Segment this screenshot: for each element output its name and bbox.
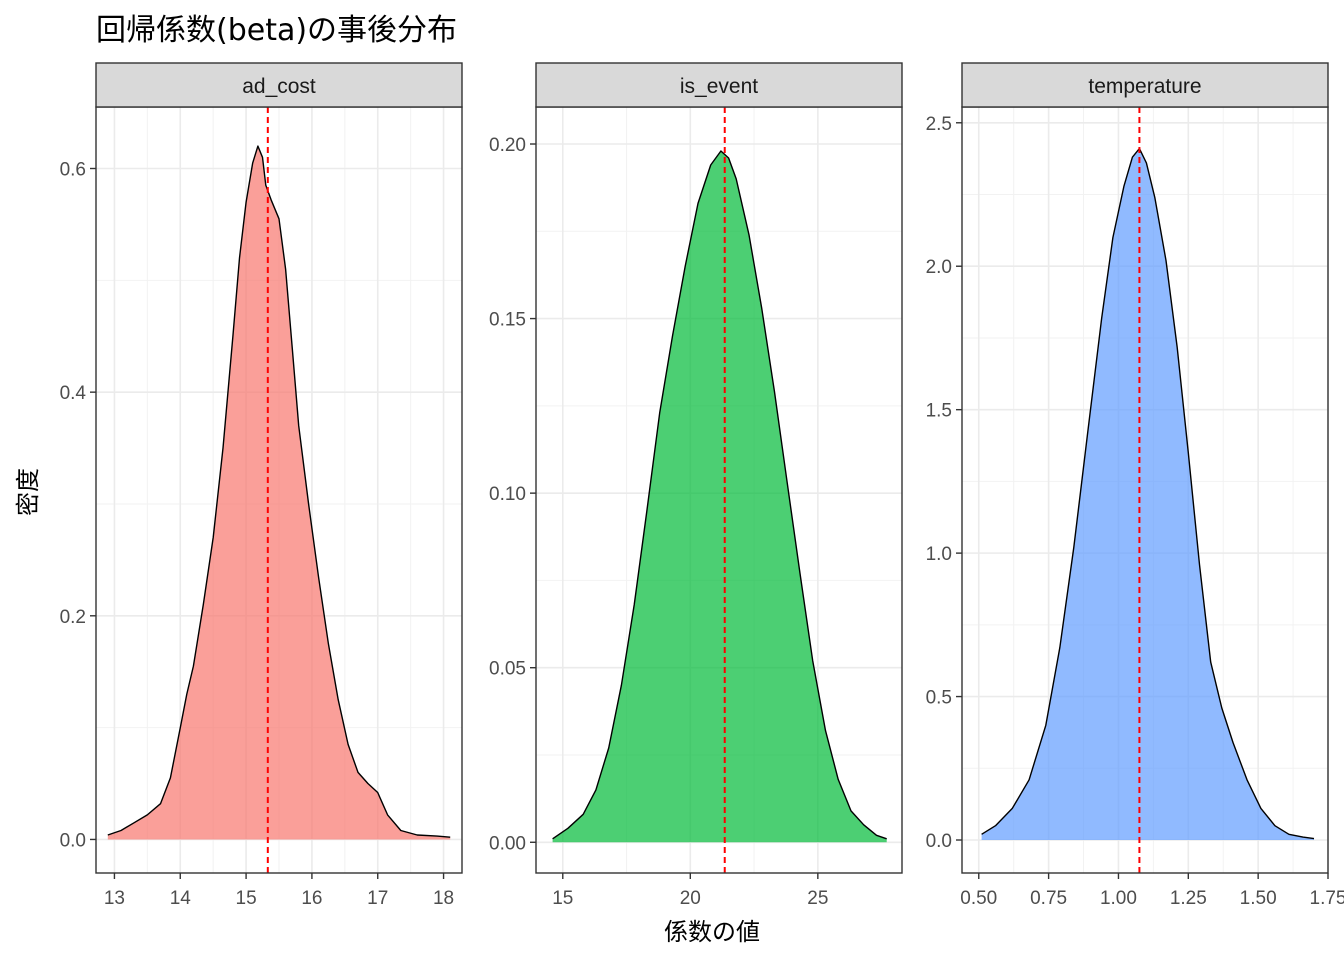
- x-tick-label: 0.50: [960, 888, 997, 909]
- x-tick-label: 16: [301, 888, 322, 909]
- facet-strip: [535, 62, 903, 108]
- facet-strip: [95, 62, 463, 108]
- y-tick-label: 0.4: [60, 383, 87, 404]
- y-tick-label: 1.0: [926, 544, 952, 565]
- y-tick-label: 0.0: [60, 830, 86, 851]
- y-tick-label: 0.6: [60, 160, 86, 181]
- facet-panels: ad_cost 13 14 15 16 17 18 0.0 0.2 0.4 0.6 is_event 1…: [60, 62, 1344, 909]
- y-tick-label: 0.5: [926, 688, 952, 709]
- y-tick-label: 0.00: [489, 833, 526, 854]
- facet-strip-label: temperature: [1088, 75, 1201, 98]
- y-tick-label: 0.2: [60, 607, 86, 628]
- chart-title: 回帰係数(beta)の事後分布: [96, 13, 457, 48]
- x-tick-label: 1.00: [1100, 888, 1137, 909]
- y-tick-label: 0.05: [489, 659, 526, 680]
- facet-strip: [961, 62, 1329, 108]
- density-area-is_event: [552, 151, 887, 843]
- x-tick-label: 17: [367, 888, 388, 909]
- y-axis-title: 密度: [14, 468, 42, 516]
- x-tick-label: 15: [552, 888, 573, 909]
- x-tick-label: 18: [433, 888, 454, 909]
- y-tick-label: 0.0: [926, 831, 952, 852]
- facet-strip-label: ad_cost: [242, 75, 316, 98]
- x-axis-title: 係数の値: [664, 918, 760, 946]
- density-outline-temperature: [981, 147, 1315, 840]
- x-tick-label: 0.75: [1030, 888, 1067, 909]
- x-tick-label: 1.25: [1170, 888, 1207, 909]
- x-tick-label: 20: [680, 888, 701, 909]
- x-tick-label: 25: [807, 888, 828, 909]
- x-tick-label: 13: [104, 888, 125, 909]
- x-tick-label: 15: [236, 888, 257, 909]
- density-outline-ad_cost: [107, 145, 451, 838]
- facet-ad_cost: ad_cost 13 14 15 16 17 18 0.0 0.2 0.4 0.6: [60, 62, 463, 909]
- x-tick-label: 14: [170, 888, 192, 909]
- y-tick-label: 0.15: [489, 310, 526, 331]
- x-tick-label: 1.50: [1240, 888, 1277, 909]
- x-tick-label: 1.75: [1310, 888, 1344, 909]
- density-outline-is_event: [552, 150, 887, 840]
- y-tick-label: 0.10: [489, 484, 526, 505]
- facet-is_event: is_event 15 20 25 0.00 0.05 0.10 0.15 0.20: [489, 62, 903, 909]
- y-tick-label: 1.5: [926, 401, 952, 422]
- facet-strip-label: is_event: [680, 75, 758, 98]
- density-area-temperature: [981, 148, 1314, 841]
- y-tick-label: 2.5: [926, 114, 952, 135]
- facet-temperature: temperature 0.50 0.75 1.00 1.25 1.50 1.75 0.0 0.…: [926, 62, 1344, 909]
- y-tick-label: 0.20: [489, 135, 526, 156]
- y-tick-label: 2.0: [926, 257, 952, 278]
